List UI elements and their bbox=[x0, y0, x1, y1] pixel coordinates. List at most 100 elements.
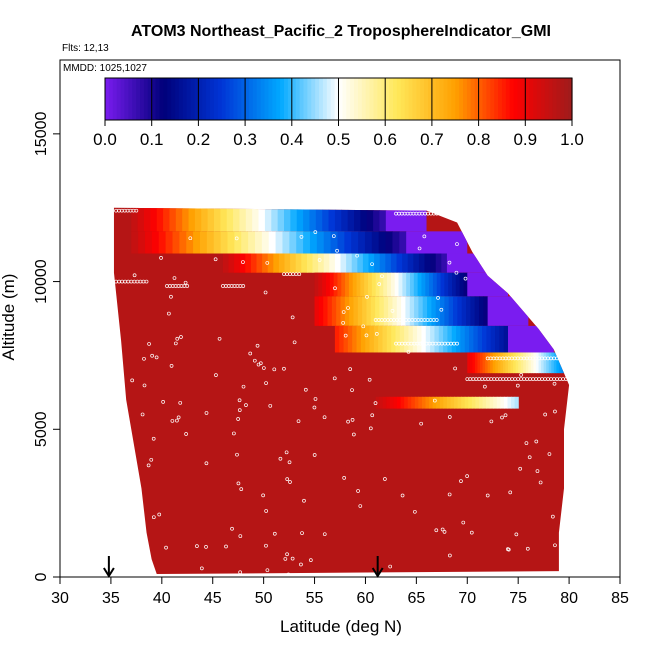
band-cell bbox=[306, 253, 314, 273]
band-cell bbox=[296, 207, 304, 232]
band-cell bbox=[371, 272, 377, 297]
track-point bbox=[364, 333, 369, 338]
track-point bbox=[244, 403, 248, 407]
x-tick-label: 55 bbox=[306, 590, 324, 607]
arrow-head bbox=[103, 567, 115, 578]
track-point bbox=[157, 512, 162, 517]
track-point bbox=[292, 340, 297, 345]
band-cell bbox=[478, 396, 484, 409]
colorbar-cell bbox=[307, 78, 312, 120]
band-cell bbox=[473, 325, 479, 353]
colorbar-cell bbox=[342, 78, 347, 120]
track-point bbox=[406, 349, 411, 354]
band-cell bbox=[452, 272, 457, 297]
track-point bbox=[290, 315, 295, 320]
band-cell bbox=[278, 253, 286, 273]
band-cell bbox=[261, 231, 270, 254]
track-point bbox=[442, 530, 447, 534]
colorbar-cell bbox=[428, 78, 433, 120]
band-cell bbox=[213, 231, 222, 254]
track-point bbox=[278, 456, 283, 461]
band-cell bbox=[374, 253, 381, 273]
colorbar-tick-label: 0.6 bbox=[373, 130, 397, 149]
x-tick-label: 85 bbox=[611, 590, 629, 607]
band-cell bbox=[421, 325, 427, 353]
band-cell bbox=[352, 325, 358, 353]
track-point bbox=[172, 276, 177, 280]
band-cell bbox=[254, 231, 263, 254]
band-cell bbox=[379, 272, 384, 297]
colorbar-cell bbox=[112, 78, 118, 120]
band-cell bbox=[334, 325, 340, 353]
track-point bbox=[164, 545, 168, 550]
colorbar-cell bbox=[136, 78, 141, 120]
track-point bbox=[346, 306, 350, 310]
band-cell bbox=[239, 253, 246, 273]
band-cell bbox=[561, 352, 565, 374]
plot-frame bbox=[59, 59, 621, 578]
track-point bbox=[567, 377, 571, 381]
band-cell bbox=[346, 253, 353, 273]
colorbar-cell bbox=[556, 78, 561, 120]
band-cell bbox=[351, 253, 358, 273]
track-point bbox=[463, 276, 468, 281]
colorbar-tick-label: 0.4 bbox=[280, 130, 304, 149]
band-cell bbox=[400, 396, 405, 409]
colorbar-cell bbox=[175, 78, 180, 120]
band-cell bbox=[347, 207, 355, 232]
colorbar-cell bbox=[202, 78, 207, 120]
track-point bbox=[440, 527, 445, 532]
track-point bbox=[265, 568, 270, 573]
band-cell bbox=[282, 231, 290, 254]
track-point bbox=[272, 367, 277, 372]
band-cell bbox=[528, 352, 532, 374]
band-cell bbox=[186, 231, 194, 254]
colorbar-cell bbox=[396, 78, 402, 120]
band-cell bbox=[429, 272, 434, 297]
band-cell bbox=[250, 253, 258, 273]
band-cell bbox=[182, 207, 190, 232]
band-cell bbox=[339, 325, 345, 353]
track-point bbox=[285, 477, 290, 481]
x-tick-label: 45 bbox=[204, 590, 222, 607]
colorbar-cell bbox=[435, 78, 441, 120]
band-cell bbox=[468, 396, 473, 409]
colorbar-cell bbox=[357, 78, 363, 120]
band-cell bbox=[360, 207, 368, 232]
colorbar-cell bbox=[548, 78, 554, 120]
track-point bbox=[448, 553, 452, 558]
colorbar-cell bbox=[451, 78, 456, 120]
band-cell bbox=[500, 352, 504, 374]
band-cell bbox=[373, 325, 379, 353]
band-cell bbox=[193, 231, 201, 254]
band-cell bbox=[399, 231, 407, 254]
track-point bbox=[370, 262, 374, 267]
band-cell bbox=[414, 296, 419, 326]
colorbar-cell bbox=[186, 78, 192, 120]
band-cell bbox=[358, 231, 366, 254]
track-point bbox=[508, 490, 513, 495]
track-point bbox=[313, 397, 318, 401]
band-cell bbox=[352, 272, 358, 297]
colorbar-cell bbox=[377, 78, 382, 120]
band-cell bbox=[447, 325, 453, 353]
band-cell bbox=[553, 352, 557, 374]
band-cell bbox=[382, 325, 388, 353]
track-point bbox=[388, 564, 393, 569]
track-point bbox=[400, 493, 405, 498]
colorbar-tick-label: 0.3 bbox=[233, 130, 257, 149]
band-cell bbox=[375, 296, 381, 326]
colorbar-cell bbox=[490, 78, 495, 120]
track-point bbox=[341, 320, 346, 325]
band-cell bbox=[502, 352, 507, 374]
colorbar-cell bbox=[311, 78, 316, 120]
track-point bbox=[283, 557, 288, 561]
track-point bbox=[322, 415, 327, 420]
x-tick-label: 80 bbox=[560, 590, 578, 607]
band-cell bbox=[464, 396, 469, 409]
colorbar-cell bbox=[194, 78, 199, 120]
band-cell bbox=[417, 272, 423, 297]
band-cell bbox=[353, 296, 359, 326]
band-cell bbox=[467, 352, 471, 374]
band-cell bbox=[333, 272, 339, 297]
